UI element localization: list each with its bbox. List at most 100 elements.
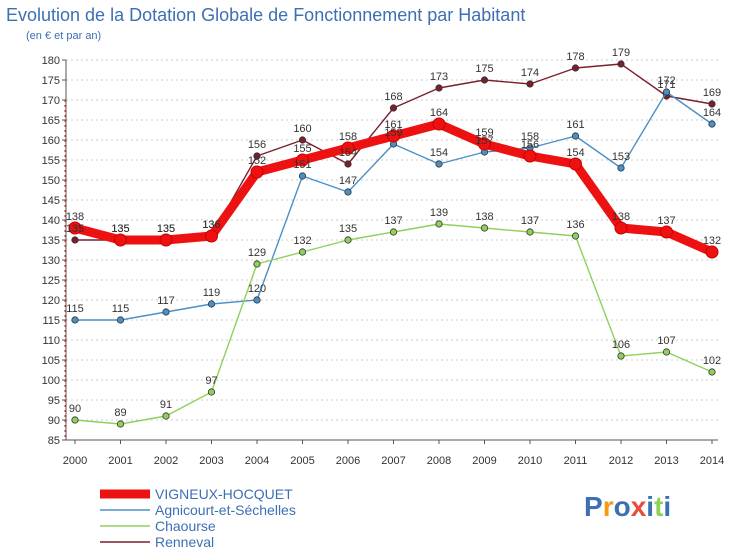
data-label: 161 <box>384 119 402 131</box>
data-label: 138 <box>475 211 493 223</box>
data-label: 132 <box>293 235 311 247</box>
data-label: 89 <box>114 407 126 419</box>
chart-title: Evolution de la Dotation Globale de Fonc… <box>6 5 525 25</box>
data-point <box>478 137 491 151</box>
y-tick-label: 85 <box>48 435 60 447</box>
data-point <box>114 233 127 247</box>
data-label: 135 <box>111 223 129 235</box>
data-point <box>526 228 534 236</box>
data-label: 159 <box>384 127 402 139</box>
x-tick-label: 2011 <box>564 455 588 467</box>
data-label: 156 <box>248 139 266 151</box>
data-point <box>207 300 216 308</box>
x-tick-label: 2000 <box>63 455 87 467</box>
data-point <box>526 80 534 88</box>
data-label: 158 <box>339 131 357 143</box>
data-point <box>617 164 625 172</box>
data-label: 156 <box>521 139 539 151</box>
data-point <box>341 141 355 155</box>
x-tick-label: 2008 <box>427 455 451 467</box>
y-tick-label: 120 <box>42 295 60 307</box>
data-point <box>662 88 671 96</box>
data-label: 135 <box>111 223 129 235</box>
data-point <box>708 368 716 376</box>
y-tick-label: 100 <box>42 375 60 387</box>
data-label: 157 <box>475 135 493 147</box>
data-label: 161 <box>566 119 584 131</box>
data-label: 178 <box>566 51 584 63</box>
y-tick-label: 165 <box>42 115 60 127</box>
legend-label: Renneval <box>155 534 214 550</box>
x-tick-label: 2003 <box>199 455 223 467</box>
data-label: 159 <box>475 127 493 139</box>
y-tick-label: 110 <box>42 335 60 347</box>
data-point <box>571 232 580 240</box>
x-tick-label: 2002 <box>154 455 178 467</box>
data-label: 115 <box>112 303 130 315</box>
data-point <box>116 316 125 324</box>
plot-series <box>68 60 719 428</box>
data-point <box>344 160 352 168</box>
y-tick-label: 155 <box>42 155 60 167</box>
data-label: 160 <box>293 123 311 135</box>
data-label: 179 <box>612 47 630 59</box>
x-tick-label: 2009 <box>472 455 496 467</box>
data-point <box>389 228 398 236</box>
legend-label: Chaourse <box>155 518 216 534</box>
y-tick-label: 135 <box>42 235 60 247</box>
data-label: 154 <box>566 147 584 159</box>
data-point <box>253 260 261 268</box>
x-tick-label: 2014 <box>700 455 724 467</box>
data-point <box>617 60 625 68</box>
data-point <box>296 153 309 167</box>
data-label: 129 <box>248 247 266 259</box>
data-label: 90 <box>69 403 81 415</box>
data-point <box>432 117 446 131</box>
data-point <box>387 129 400 143</box>
y-tick-label: 175 <box>42 75 60 87</box>
data-label: 135 <box>157 223 175 235</box>
data-label: 137 <box>384 215 402 227</box>
data-point <box>435 220 443 228</box>
data-label: 132 <box>703 235 721 247</box>
data-label: 169 <box>703 87 721 99</box>
data-point <box>617 352 625 360</box>
legend: VIGNEUX-HOCQUETAgnicourt-et-SéchellesCha… <box>100 486 296 550</box>
data-point <box>571 132 580 140</box>
data-label: 154 <box>339 147 357 159</box>
y-tick-label: 170 <box>42 95 60 107</box>
legend-label: VIGNEUX-HOCQUET <box>155 486 293 502</box>
data-point <box>660 225 673 239</box>
data-point <box>205 229 218 243</box>
y-tick-label: 130 <box>42 255 60 267</box>
data-point <box>708 100 716 108</box>
data-label: 168 <box>384 91 402 103</box>
data-label: 139 <box>430 207 448 219</box>
y-tick-label: 140 <box>42 215 60 227</box>
data-point <box>705 245 719 259</box>
data-label: 136 <box>566 219 584 231</box>
data-point <box>298 172 307 180</box>
logo-text: Proxiti <box>584 491 671 522</box>
data-label: 107 <box>657 335 675 347</box>
data-point <box>71 236 79 244</box>
data-label: 158 <box>521 131 539 143</box>
y-tick-label: 145 <box>42 195 60 207</box>
data-label: 153 <box>612 151 630 163</box>
data-label: 138 <box>612 211 630 223</box>
data-point <box>71 316 79 324</box>
data-point <box>250 165 264 179</box>
x-tick-label: 2012 <box>609 455 633 467</box>
data-point <box>708 120 716 128</box>
y-tick-label: 160 <box>42 135 60 147</box>
data-label: 137 <box>657 215 675 227</box>
proxiti-logo: Proxiti <box>584 491 671 522</box>
data-point <box>116 420 125 428</box>
x-tick-label: 2006 <box>336 455 360 467</box>
data-point <box>162 412 170 420</box>
data-point <box>298 136 307 144</box>
data-label: 135 <box>339 223 357 235</box>
data-label: 151 <box>293 159 311 171</box>
